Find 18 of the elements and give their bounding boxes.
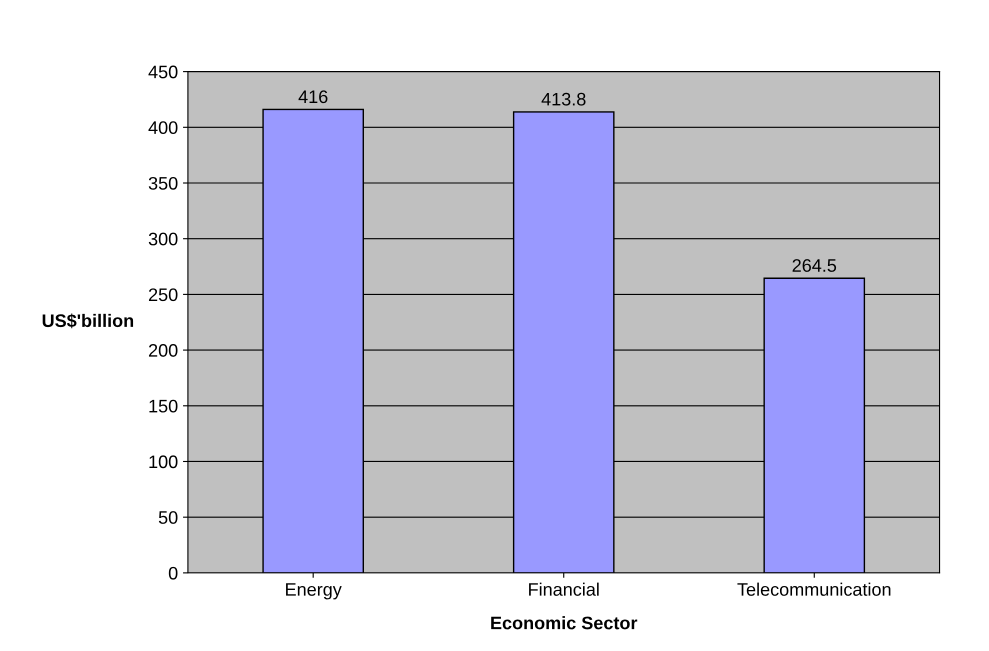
y-tick-label: 100 [149,455,178,468]
x-tick-label: Energy [286,583,342,600]
y-tick-label: 0 [168,566,178,580]
data-label: 264.5 [792,259,836,272]
x-tick-label: Financial [529,582,599,596]
data-label: 413.8 [542,92,586,106]
y-tick-label: 350 [148,176,178,190]
y-tick-label: 200 [148,344,178,357]
y-tick-label: 50 [158,511,178,524]
x-axis-title: Economic Sector [491,616,638,630]
y-axis-title: US$'billion [42,314,134,328]
y-tick-label: 250 [148,288,178,302]
y-tick-label: 400 [148,121,178,134]
x-tick-label: Telecommunication [737,582,890,596]
y-tick-label: 450 [148,66,178,78]
y-tick-label: 300 [148,232,178,246]
y-tick-label: 150 [149,400,178,413]
data-label: 416 [298,90,328,104]
